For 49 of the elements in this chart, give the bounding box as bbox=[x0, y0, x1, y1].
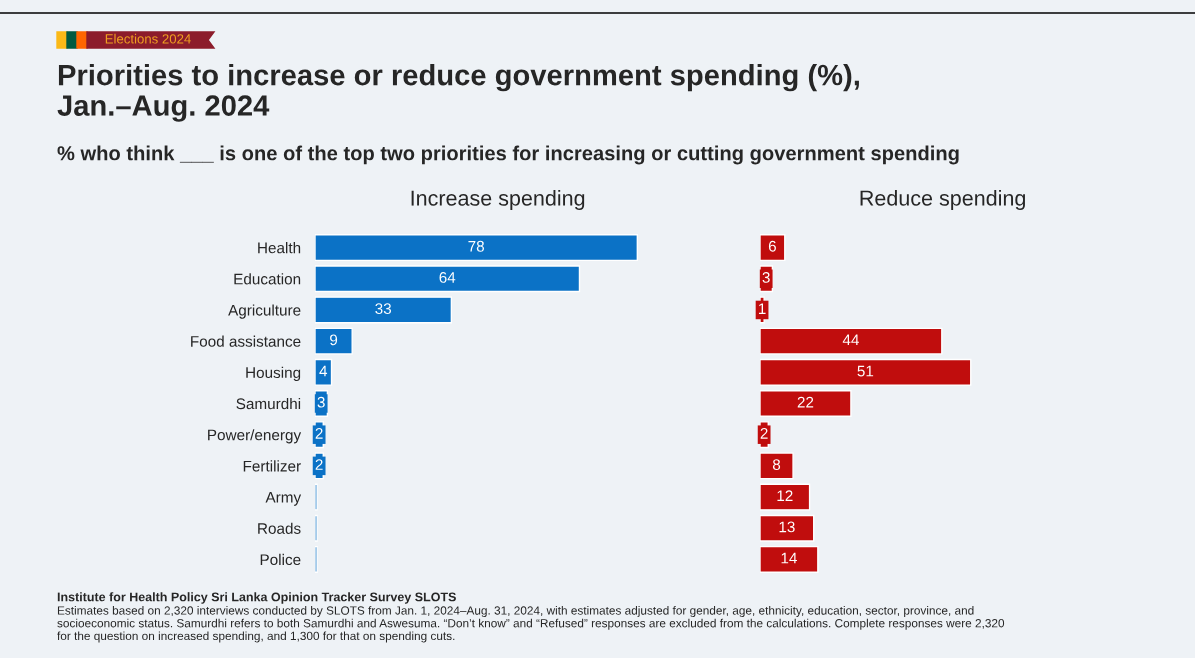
y-tick-label: Roads bbox=[258, 522, 301, 534]
data-label: 14 bbox=[781, 552, 797, 564]
data-label: 13 bbox=[779, 521, 795, 533]
bar bbox=[315, 234, 639, 262]
bar bbox=[315, 327, 353, 355]
y-tick-label: Power/energy bbox=[208, 429, 302, 444]
data-label: 9 bbox=[330, 334, 338, 346]
data-label: 51 bbox=[857, 365, 874, 377]
data-label: 6 bbox=[768, 240, 776, 252]
y-tick-label: Army bbox=[265, 492, 302, 506]
bar bbox=[760, 234, 786, 262]
text: Institute for Health Policy Sri Lanka Opinion Tracker Survey SLOTS bbox=[57, 592, 456, 604]
data-label: 8 bbox=[772, 459, 781, 470]
data-label: 44 bbox=[842, 334, 859, 346]
x-axis-title: Increase spending bbox=[411, 189, 585, 211]
bar bbox=[760, 514, 815, 542]
bar bbox=[760, 358, 972, 386]
y-tick-label: Housing bbox=[246, 366, 301, 382]
data-label: 33 bbox=[375, 303, 392, 315]
bar bbox=[760, 483, 811, 511]
bar bbox=[315, 545, 318, 573]
bar bbox=[760, 390, 852, 417]
y-tick-label: Agriculture bbox=[228, 304, 301, 319]
text: Estimates based on 2,320 interviews conducted by SLOTS from Jan. 1, 2024–Aug. 31, 2024, with estimates adjusted for gender, age, ethnicity, education, sector, province, and socioeconomic status. Samurdhi refers to both Samurdhi and Aswesuma. “Don’t know” and “Refused” responses are excluded from the calculations. Complete responses were 2,320 for the question on increased spending, and 1,300 for that on spending cuts. bbox=[57, 606, 1005, 643]
data-label: 22 bbox=[797, 396, 814, 408]
data-label: 12 bbox=[777, 490, 793, 501]
data-label: 3 bbox=[317, 396, 325, 408]
chart-title: Priorities to increase or reduce government spending (%), Jan.–Aug. 2024 bbox=[57, 64, 859, 122]
bar bbox=[315, 296, 453, 324]
bar bbox=[315, 265, 581, 293]
bar bbox=[760, 452, 794, 480]
bar bbox=[760, 327, 943, 355]
y-tick-label: Health bbox=[258, 242, 301, 254]
data-label: 3 bbox=[762, 272, 770, 283]
bar bbox=[315, 358, 333, 386]
data-label: 64 bbox=[439, 272, 456, 283]
bar bbox=[760, 545, 819, 573]
x-axis-title: Reduce spending bbox=[860, 189, 1025, 211]
chart-subtitle: % who think ___ is one of the top two priorities for increasing or cutting government spending bbox=[57, 145, 959, 165]
data-label: 4 bbox=[319, 365, 328, 377]
y-tick-label: Police bbox=[260, 553, 301, 566]
y-tick-label: Fertilizer bbox=[243, 460, 301, 472]
y-tick-label: Food assistance bbox=[191, 335, 301, 347]
bar bbox=[315, 483, 318, 511]
data-label: 78 bbox=[468, 240, 484, 252]
bar bbox=[315, 514, 318, 542]
text: Elections 2024 bbox=[105, 33, 191, 44]
y-tick-label: Samurdhi bbox=[236, 397, 301, 410]
y-tick-label: Education bbox=[234, 273, 301, 285]
